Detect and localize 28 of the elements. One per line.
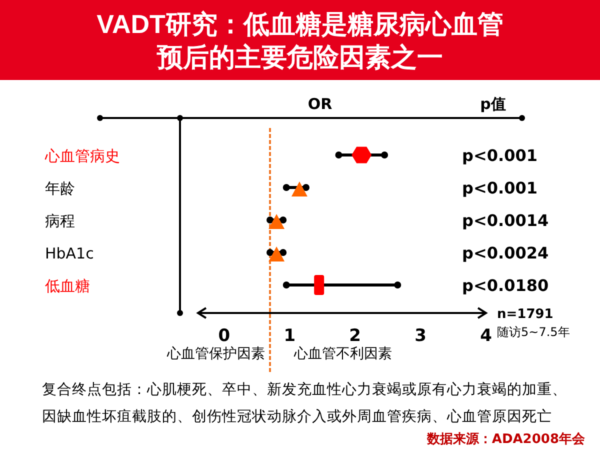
annotation: p<0.001 (462, 146, 538, 165)
text: 心血管不利因素 (293, 346, 392, 362)
text: 随访5~7.5年 (497, 325, 570, 339)
y-tick-label: 年龄 (45, 180, 75, 198)
point (268, 214, 285, 229)
point (268, 246, 285, 262)
y-tick-label: 心血管病史 (44, 147, 120, 165)
annotation: p<0.0024 (462, 244, 549, 262)
text: n=1791 (497, 307, 554, 322)
text: 心血管保护因素 (166, 346, 265, 362)
x-axis-title: OR (308, 95, 333, 113)
x-tick-label: 1 (284, 326, 296, 346)
annotation: p<0.0180 (462, 276, 549, 295)
x-tick-label: 4 (480, 326, 492, 346)
text: p值 (480, 95, 506, 113)
chart-title: VADT研究：低血糖是糖尿病心血管预后的主要危险因素之一 (96, 9, 504, 72)
annotation: p<0.001 (462, 178, 538, 198)
point (291, 182, 308, 196)
y-tick-label: 低血糖 (45, 277, 90, 295)
x-tick-label: 3 (414, 326, 426, 346)
x-tick-label: 2 (349, 326, 362, 346)
text: 复合终点包括：心肌梗死、卒中、新发充血性心力衰竭或原有心力衰竭的加重、因缺血性坏疽截肢的、创伤性冠状动脉介入或外周血管疾病、心血管原因死亡 (42, 381, 567, 425)
x-tick-label: 0 (218, 326, 230, 346)
annotation: p<0.0014 (462, 211, 549, 230)
source-note: 数据来源：ADA2008年会 (426, 432, 586, 447)
y-tick-label: 病程 (45, 212, 75, 230)
point (352, 146, 372, 164)
y-tick-label: HbA1c (45, 244, 94, 262)
